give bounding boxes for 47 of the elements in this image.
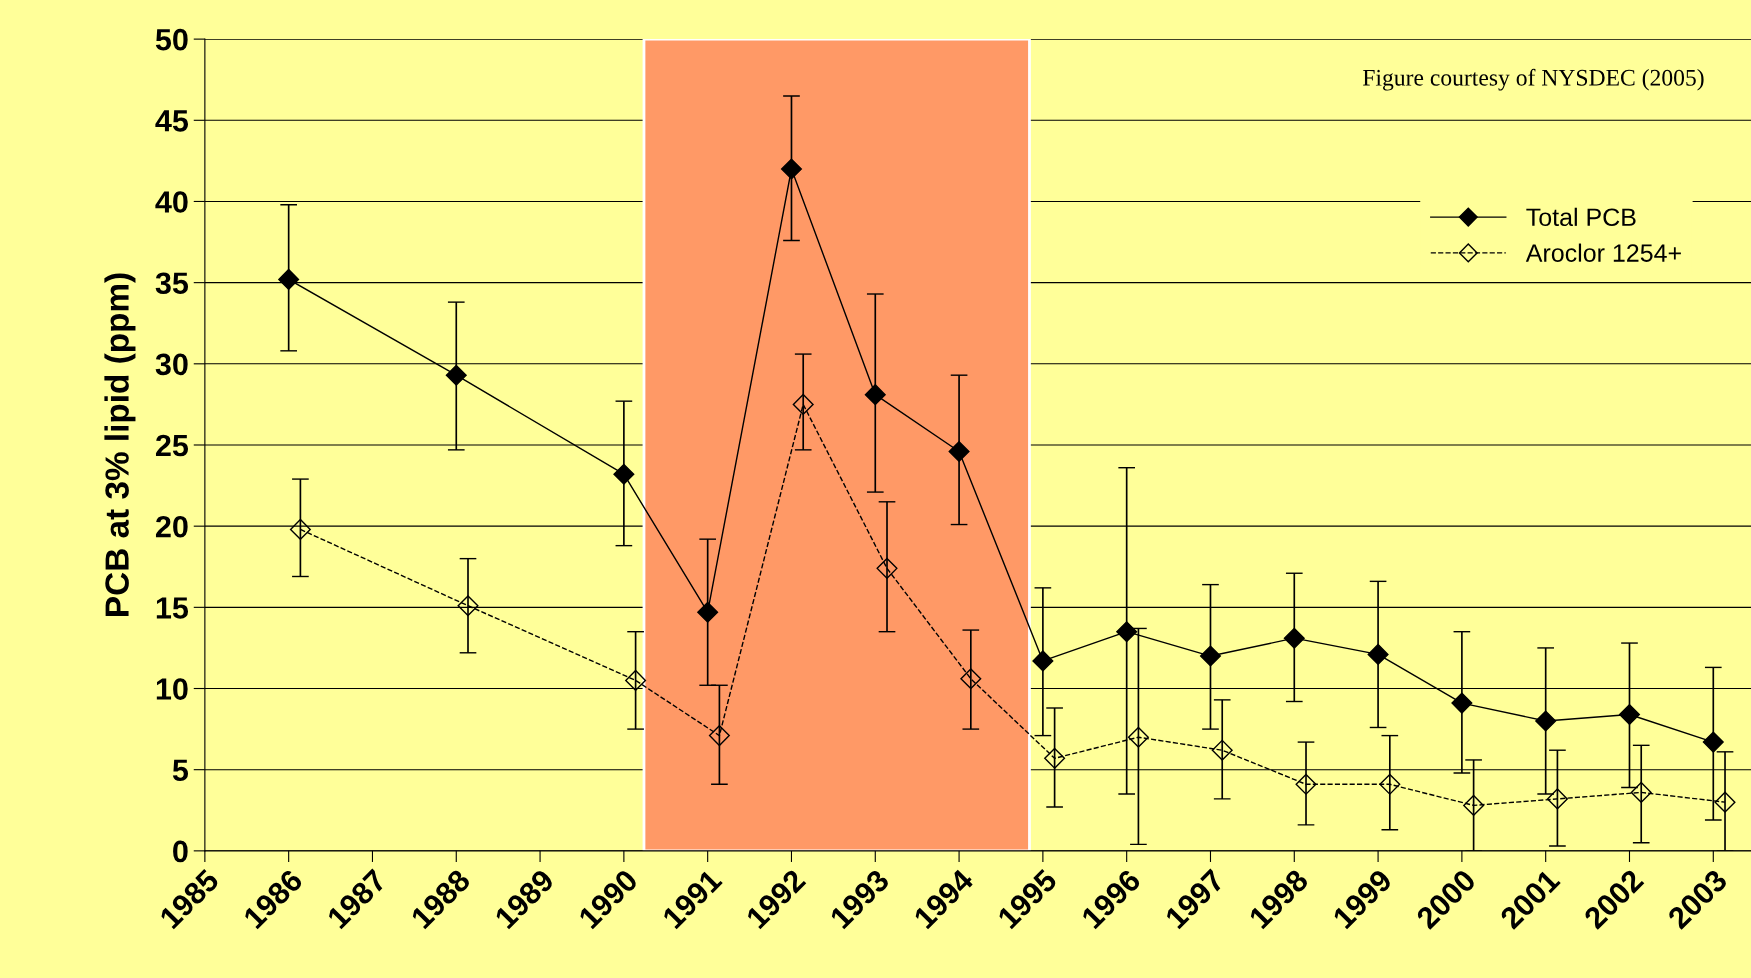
point <box>1367 643 1389 665</box>
y-tick-label: 0 <box>173 840 188 863</box>
point <box>1546 788 1568 810</box>
point <box>780 158 802 180</box>
point <box>1379 773 1401 795</box>
annotation: Figure courtesy of NYSDEC (2005) <box>1362 68 1704 91</box>
point <box>948 440 970 462</box>
point <box>289 518 311 540</box>
point <box>1127 726 1149 748</box>
point <box>1295 773 1317 795</box>
point <box>792 393 814 415</box>
y-tick-label: 45 <box>155 110 189 132</box>
point <box>1702 731 1724 753</box>
point <box>960 668 982 690</box>
point <box>1116 621 1138 643</box>
legend-label: Total PCB <box>1526 207 1636 227</box>
point <box>708 725 730 747</box>
point <box>1211 739 1233 761</box>
y-tick-label: 40 <box>155 191 188 213</box>
y-tick-label: 20 <box>155 515 188 538</box>
point <box>1451 692 1473 714</box>
point <box>876 557 898 579</box>
point <box>1199 645 1221 667</box>
point <box>613 463 635 485</box>
point <box>1463 794 1485 816</box>
point <box>1535 710 1557 732</box>
point <box>457 595 479 617</box>
point <box>1283 627 1305 649</box>
point <box>864 384 886 406</box>
y-tick-label: 30 <box>155 353 188 376</box>
point <box>1618 703 1641 726</box>
point <box>1630 781 1652 803</box>
y-tick-label: 10 <box>156 678 188 700</box>
point <box>697 601 719 623</box>
point <box>625 669 647 691</box>
y-tick-label: 5 <box>172 759 189 782</box>
y-tick-label: 25 <box>155 434 189 457</box>
point <box>278 268 300 290</box>
point <box>1714 791 1736 813</box>
point <box>1032 650 1054 672</box>
y-tick-label: 50 <box>155 28 188 51</box>
point <box>445 364 467 386</box>
y-tick-label: 15 <box>156 597 189 619</box>
legend-label: Aroclor 1254+ <box>1525 243 1681 262</box>
y-tick-label: 35 <box>155 272 189 295</box>
y-axis-title: PCB at 3% lipid (ppm) <box>104 273 136 616</box>
point <box>1044 747 1066 769</box>
